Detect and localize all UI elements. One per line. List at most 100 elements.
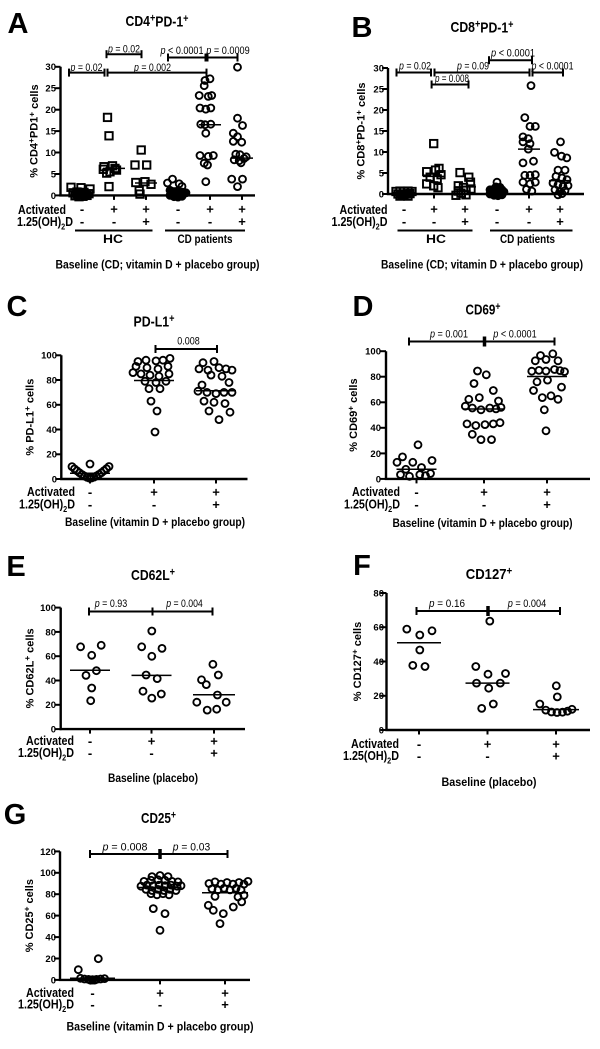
svg-text:B: B (352, 12, 373, 44)
svg-text:Activated: Activated (18, 203, 66, 217)
svg-text:60: 60 (45, 652, 56, 663)
svg-text:-: - (80, 202, 84, 217)
svg-text:-: - (176, 214, 180, 229)
svg-text:60: 60 (46, 400, 57, 411)
svg-text:-: - (417, 749, 421, 764)
svg-text:Activated: Activated (26, 734, 74, 748)
svg-text:p = 0.002: p = 0.002 (133, 62, 171, 74)
svg-text:p = 0.16: p = 0.16 (428, 598, 465, 610)
svg-text:+: + (148, 734, 156, 749)
svg-text:1.25(OH)2D: 1.25(OH)2D (19, 498, 75, 515)
svg-text:20: 20 (373, 691, 384, 702)
svg-text:p = 0.008: p = 0.008 (434, 73, 469, 85)
svg-text:0: 0 (379, 189, 384, 200)
svg-text:% CD4+PD1+ cells: % CD4+PD1+ cells (27, 84, 41, 177)
svg-text:1.25(OH)2D: 1.25(OH)2D (18, 746, 74, 763)
svg-text:G: G (4, 799, 27, 831)
svg-text:Baseline (CD; vitamin D + plac: Baseline (CD; vitamin D + placebo group) (381, 260, 583, 272)
svg-text:+: + (210, 734, 218, 749)
svg-text:Activated: Activated (340, 203, 388, 217)
svg-text:-: - (402, 202, 406, 217)
svg-text:20: 20 (46, 450, 57, 461)
svg-text:-: - (149, 746, 153, 761)
svg-text:-: - (158, 997, 162, 1012)
svg-text:Activated: Activated (352, 485, 400, 499)
svg-text:+: + (221, 986, 229, 1001)
svg-text:C: C (7, 291, 28, 323)
svg-text:-: - (414, 497, 418, 512)
svg-text:15: 15 (373, 126, 384, 137)
svg-text:0: 0 (376, 474, 381, 485)
svg-text:+: + (543, 497, 551, 512)
svg-text:60: 60 (373, 623, 384, 634)
svg-text:20: 20 (370, 449, 381, 460)
svg-text:+: + (212, 485, 220, 500)
svg-text:Baseline (vitamin D + placebo: Baseline (vitamin D + placebo group) (393, 518, 573, 530)
svg-text:-: - (88, 497, 92, 512)
svg-text:+: + (110, 202, 118, 217)
svg-text:% CD8+PD-1+ cells: % CD8+PD-1+ cells (354, 82, 368, 179)
svg-text:5: 5 (379, 168, 385, 179)
svg-text:p < 0.0001: p < 0.0001 (160, 45, 204, 57)
svg-text:1.25(OH)2D: 1.25(OH)2D (332, 215, 388, 232)
svg-text:CD62L+: CD62L+ (131, 567, 175, 585)
svg-text:-: - (402, 214, 406, 229)
svg-text:-: - (88, 746, 92, 761)
svg-text:p = 0.03: p = 0.03 (172, 842, 210, 854)
svg-text:30: 30 (45, 62, 56, 73)
svg-text:+: + (461, 214, 469, 229)
svg-text:p < 0.0001: p < 0.0001 (531, 61, 574, 73)
svg-text:-: - (417, 737, 421, 752)
svg-text:+: + (461, 202, 469, 217)
svg-text:1.25(OH)2D: 1.25(OH)2D (17, 215, 73, 232)
svg-text:0.008: 0.008 (177, 336, 200, 348)
svg-text:15: 15 (45, 127, 56, 138)
svg-text:CD127+: CD127+ (466, 566, 513, 584)
svg-text:-: - (88, 485, 92, 500)
svg-text:+: + (552, 737, 560, 752)
svg-text:20: 20 (373, 105, 384, 116)
svg-text:0: 0 (51, 191, 56, 202)
svg-text:D: D (353, 291, 374, 323)
svg-text:A: A (8, 8, 29, 40)
svg-text:-: - (495, 214, 499, 229)
svg-text:20: 20 (45, 700, 56, 711)
svg-text:25: 25 (373, 84, 384, 95)
svg-text:CD25+: CD25+ (141, 810, 176, 828)
svg-text:Activated: Activated (351, 737, 399, 751)
svg-text:PD-L1+: PD-L1+ (134, 313, 175, 331)
svg-text:p = 0.0009: p = 0.0009 (205, 45, 249, 57)
svg-text:40: 40 (45, 676, 56, 687)
svg-text:60: 60 (370, 398, 381, 409)
svg-text:+: + (238, 214, 246, 229)
svg-text:+: + (238, 202, 246, 217)
svg-text:Baseline (vitamin D + placebo: Baseline (vitamin D + placebo group) (67, 1022, 254, 1034)
svg-text:40: 40 (46, 425, 57, 436)
svg-text:80: 80 (45, 890, 56, 901)
svg-text:% PD-L1+ cells: % PD-L1+ cells (23, 379, 37, 456)
svg-text:20: 20 (45, 105, 56, 116)
svg-text:60: 60 (45, 911, 56, 922)
svg-text:80: 80 (45, 627, 56, 638)
svg-text:% CD62L+ cells: % CD62L+ cells (23, 628, 37, 708)
svg-text:0: 0 (379, 725, 384, 736)
svg-text:-: - (112, 214, 116, 229)
svg-text:40: 40 (45, 933, 56, 944)
svg-text:+: + (142, 202, 150, 217)
svg-text:Baseline (vitamin D + placebo: Baseline (vitamin D + placebo group) (65, 517, 245, 529)
svg-text:0: 0 (52, 474, 57, 485)
svg-text:-: - (90, 997, 94, 1012)
svg-text:-: - (414, 485, 418, 500)
svg-text:-: - (176, 202, 180, 217)
svg-text:F: F (353, 550, 371, 582)
svg-text:Baseline (CD; vitamin D + plac: Baseline (CD; vitamin D + placebo group) (56, 260, 260, 272)
svg-text:p < 0.0001: p < 0.0001 (490, 48, 535, 60)
svg-text:40: 40 (373, 657, 384, 668)
svg-text:120: 120 (40, 847, 56, 858)
svg-text:p = 0.93: p = 0.93 (94, 598, 127, 610)
svg-text:HC: HC (103, 232, 123, 246)
svg-text:-: - (80, 214, 84, 229)
svg-text:+: + (206, 202, 214, 217)
svg-text:% CD25+ cells: % CD25+ cells (23, 879, 37, 952)
svg-text:Activated: Activated (27, 485, 75, 499)
